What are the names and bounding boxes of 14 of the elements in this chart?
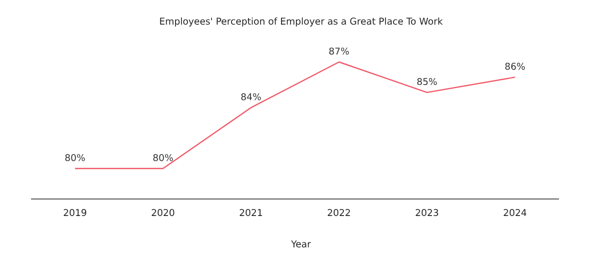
data-label: 84% <box>241 93 261 100</box>
data-label: 87% <box>329 48 349 55</box>
x-tick-label: 2020 <box>152 209 174 216</box>
x-tick-label: 2024 <box>504 209 526 216</box>
x-tick-label: 2023 <box>416 209 438 216</box>
data-label: 85% <box>417 78 437 86</box>
chart-title: Employees' Perception of Employer as a Great Place To Work <box>160 17 443 27</box>
x-tick-label: 2022 <box>328 209 350 216</box>
data-label: 86% <box>505 62 525 70</box>
data-label: 80% <box>153 154 173 162</box>
x-tick-label: 2021 <box>240 209 262 216</box>
x-axis-title: Year <box>291 240 311 248</box>
data-label: 80% <box>65 154 85 162</box>
x-tick-label: 2019 <box>64 209 86 216</box>
